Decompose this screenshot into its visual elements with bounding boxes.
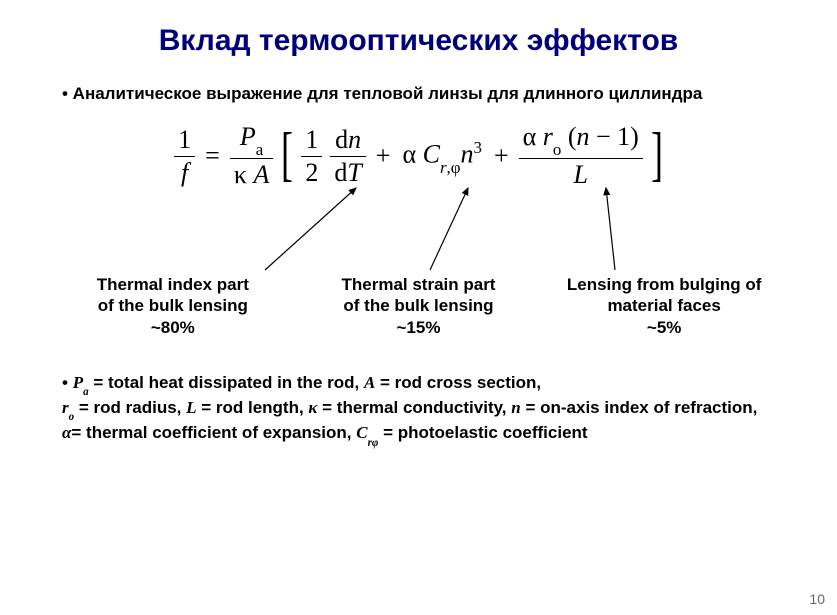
slide-title: Вклад термооптических эффектов	[50, 24, 787, 58]
term1-dndT: dn dT	[330, 125, 365, 188]
prefactor-num: Pa	[236, 122, 267, 157]
arrows-layer	[50, 190, 787, 280]
label-line: ~80%	[59, 317, 287, 338]
equals-sign: =	[205, 143, 220, 169]
label-line: material faces	[550, 295, 778, 316]
formula-block: 1 f = Pa κ A [ 1 2 dn dT + α	[50, 122, 787, 190]
arrow-3	[606, 188, 615, 270]
lhs-den: f	[177, 158, 192, 188]
term2-strain: α Cr,φn3	[402, 140, 481, 173]
label-thermal-strain: Thermal strain part of the bulk lensing …	[304, 274, 532, 338]
symbol-definitions: • Pa = total heat dissipated in the rod,…	[62, 372, 775, 448]
plus-2: +	[494, 143, 509, 169]
term-labels-row: Thermal index part of the bulk lensing ~…	[50, 274, 787, 338]
label-line: ~5%	[550, 317, 778, 338]
arrows-svg	[50, 184, 787, 280]
term3-num: α ro (n − 1)	[519, 122, 643, 157]
formula: 1 f = Pa κ A [ 1 2 dn dT + α	[170, 122, 667, 190]
label-line: ~15%	[304, 317, 532, 338]
bullet-analytic-expression: • Аналитическое выражение для тепловой л…	[62, 84, 787, 104]
term1-half-num: 1	[301, 125, 322, 155]
arrow-2	[430, 188, 468, 270]
term3-bulge: α ro (n − 1) L	[519, 122, 643, 190]
label-line: of the bulk lensing	[304, 295, 532, 316]
label-bulging: Lensing from bulging of material faces ~…	[550, 274, 778, 338]
lhs-fraction: 1 f	[174, 125, 195, 188]
term1-half-den: 2	[301, 158, 322, 188]
term1-dT: dT	[330, 158, 365, 188]
plus-1: +	[376, 143, 391, 169]
term1-dn: dn	[331, 125, 365, 155]
label-line: of the bulk lensing	[59, 295, 287, 316]
label-thermal-index: Thermal index part of the bulk lensing ~…	[59, 274, 287, 338]
slide: Вклад термооптических эффектов • Аналити…	[0, 0, 837, 615]
prefactor-fraction: Pa κ A	[230, 122, 274, 190]
arrow-1	[265, 188, 356, 270]
left-bracket: [	[281, 124, 293, 184]
right-bracket: ]	[651, 124, 663, 184]
term1-half: 1 2	[301, 125, 322, 188]
lhs-num: 1	[174, 125, 195, 155]
page-number: 10	[809, 591, 825, 607]
